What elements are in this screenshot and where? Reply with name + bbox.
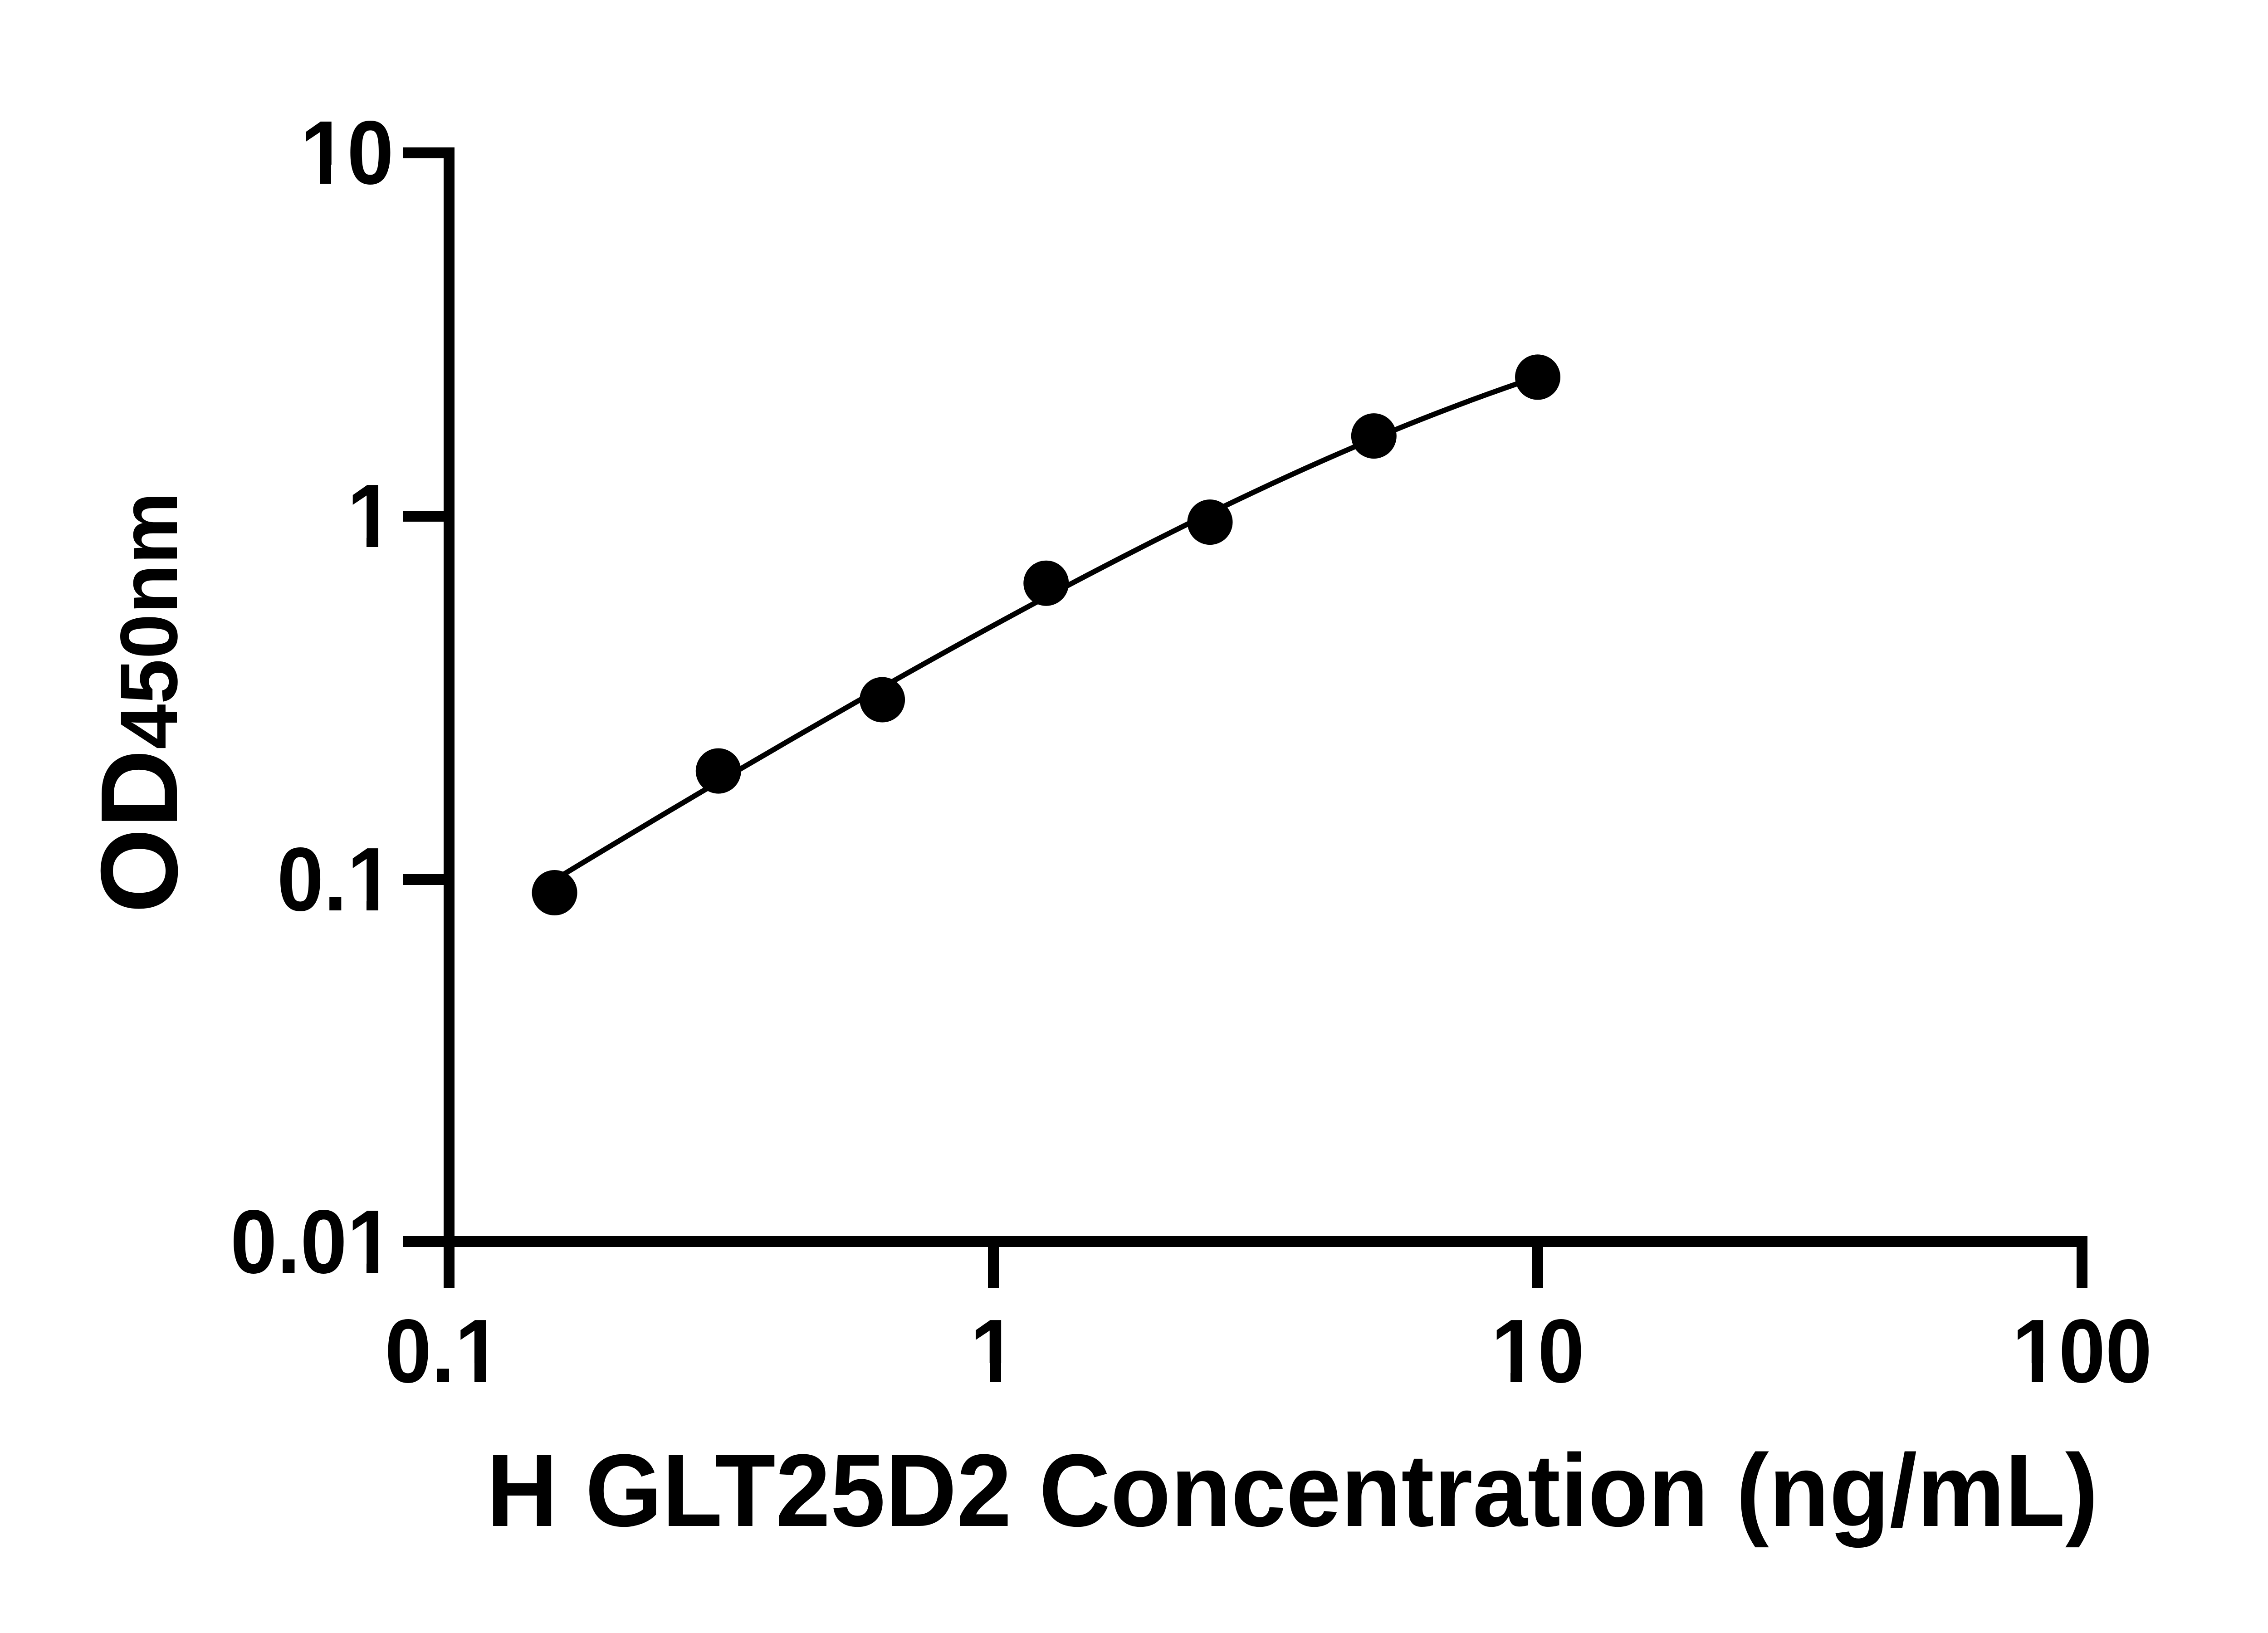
svg-text:0.1: 0.1 [385,1301,501,1402]
svg-text:1: 1 [347,465,394,567]
svg-text:H GLT25D2 Concentration (ng/mL: H GLT25D2 Concentration (ng/mL) [487,1433,2098,1548]
svg-text:0.01: 0.01 [230,1191,394,1292]
svg-text:10: 10 [1491,1301,1584,1402]
svg-text:1: 1 [970,1301,1017,1402]
svg-text:10: 10 [300,102,394,203]
svg-text:100: 100 [2012,1301,2152,1402]
svg-text:0.1: 0.1 [277,829,394,930]
